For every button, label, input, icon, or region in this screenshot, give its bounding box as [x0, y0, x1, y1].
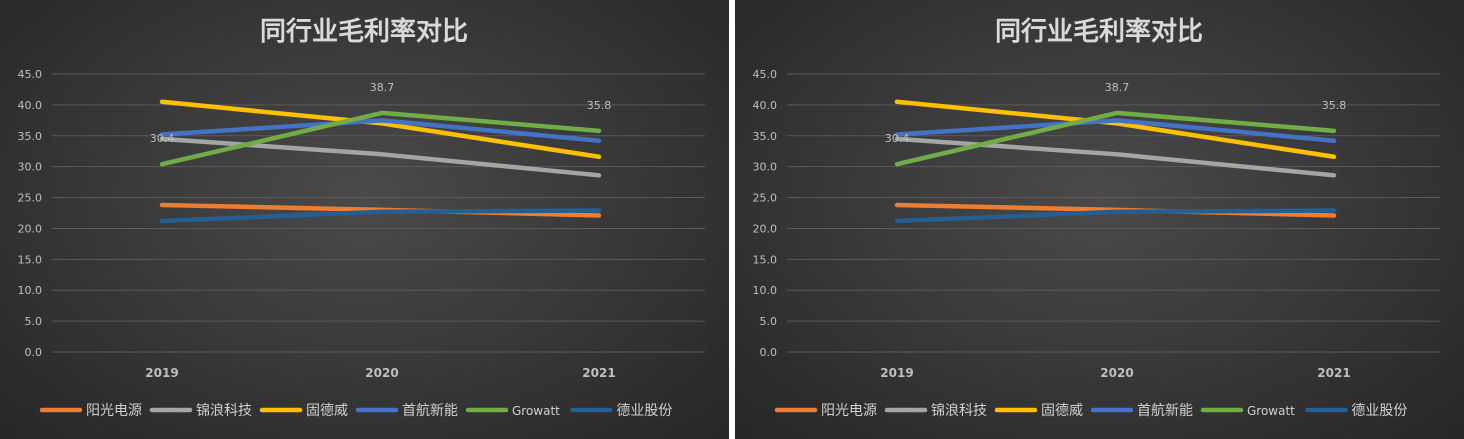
- y-tick-label: 10.0: [753, 284, 778, 297]
- y-tick-label: 35.0: [18, 130, 43, 143]
- line-chart-right: 同行业毛利率对比 0.0 5.0 10.0 15.0 20.0 25.0 30.0 35.0 40…: [753, 16, 1440, 419]
- x-tick-label: 2021: [582, 366, 615, 380]
- chart-panel-left: 同行业毛利率对比 0.0 5.0 10.0 15.0 20.0 25.0 30.0 35.0 40…: [0, 0, 729, 439]
- series-line-series-2: [159, 99, 602, 160]
- legend-label: 固德威: [306, 403, 348, 419]
- y-tick-label: 40.0: [753, 99, 778, 112]
- y-tick-label: 5.0: [760, 315, 778, 328]
- y-tick-label: 30.0: [18, 161, 43, 174]
- y-tick-label: 25.0: [753, 192, 778, 205]
- y-tick-label: 30.0: [753, 161, 778, 174]
- series-line-series-5: [159, 208, 602, 224]
- y-tick-label: 0.0: [25, 346, 43, 359]
- legend-label: 固德威: [1041, 403, 1083, 419]
- y-tick-label: 45.0: [18, 68, 43, 81]
- x-tick-label: 2020: [365, 366, 398, 380]
- y-tick-label: 10.0: [18, 284, 43, 297]
- data-label: 38.7: [370, 81, 395, 94]
- series-line-series-5: [894, 208, 1337, 224]
- legend: 阳光电源 锦浪科技 固德威 首航新能 Growatt 德业股份: [39, 402, 672, 419]
- series-line-series-1: [159, 136, 602, 178]
- legend-label: 阳光电源: [86, 403, 142, 419]
- legend-label: Growatt: [512, 404, 560, 418]
- series-line-series-3: [894, 118, 1337, 143]
- y-tick-label: 0.0: [760, 346, 778, 359]
- legend-label: 德业股份: [1351, 403, 1407, 419]
- data-label: 35.8: [1322, 99, 1347, 112]
- x-tick-label: 2019: [145, 366, 178, 380]
- legend: 阳光电源 锦浪科技 固德威 首航新能 Growatt 德业股份: [774, 402, 1407, 419]
- y-tick-label: 25.0: [18, 192, 43, 205]
- chart-title: 同行业毛利率对比: [260, 16, 468, 47]
- legend-label: 阳光电源: [821, 403, 877, 419]
- series-line-growatt: [894, 110, 1337, 167]
- chart-panel-right: 同行业毛利率对比 0.0 5.0 10.0 15.0 20.0 25.0 30.0 35.0 40…: [735, 0, 1464, 439]
- legend-label: Growatt: [1247, 404, 1295, 418]
- series-line-growatt: [159, 110, 602, 167]
- legend-label: 首航新能: [1137, 403, 1193, 419]
- y-tick-label: 20.0: [753, 222, 778, 235]
- legend-label: 首航新能: [402, 403, 458, 419]
- series-line-series-3: [159, 118, 602, 143]
- legend-label: 锦浪科技: [931, 402, 987, 419]
- chart-title: 同行业毛利率对比: [995, 16, 1203, 47]
- data-label: 30.4: [885, 132, 910, 145]
- y-tick-label: 35.0: [753, 130, 778, 143]
- series-line-series-2: [894, 99, 1337, 160]
- x-tick-label: 2021: [1317, 366, 1350, 380]
- legend-label: 德业股份: [616, 403, 672, 419]
- y-tick-label: 5.0: [25, 315, 43, 328]
- x-tick-label: 2019: [880, 366, 913, 380]
- y-tick-label: 15.0: [753, 253, 778, 266]
- series-line-series-1: [894, 136, 1337, 178]
- y-tick-label: 15.0: [18, 253, 43, 266]
- data-label: 30.4: [150, 132, 175, 145]
- y-tick-label: 20.0: [18, 222, 43, 235]
- y-tick-label: 45.0: [753, 68, 778, 81]
- data-label: 38.7: [1105, 81, 1130, 94]
- line-chart-left: 同行业毛利率对比 0.0 5.0 10.0 15.0 20.0 25.0 30.0 35.0 40…: [18, 16, 705, 419]
- legend-label: 锦浪科技: [196, 402, 252, 419]
- x-tick-label: 2020: [1100, 366, 1133, 380]
- data-label: 35.8: [587, 99, 612, 112]
- y-tick-label: 40.0: [18, 99, 43, 112]
